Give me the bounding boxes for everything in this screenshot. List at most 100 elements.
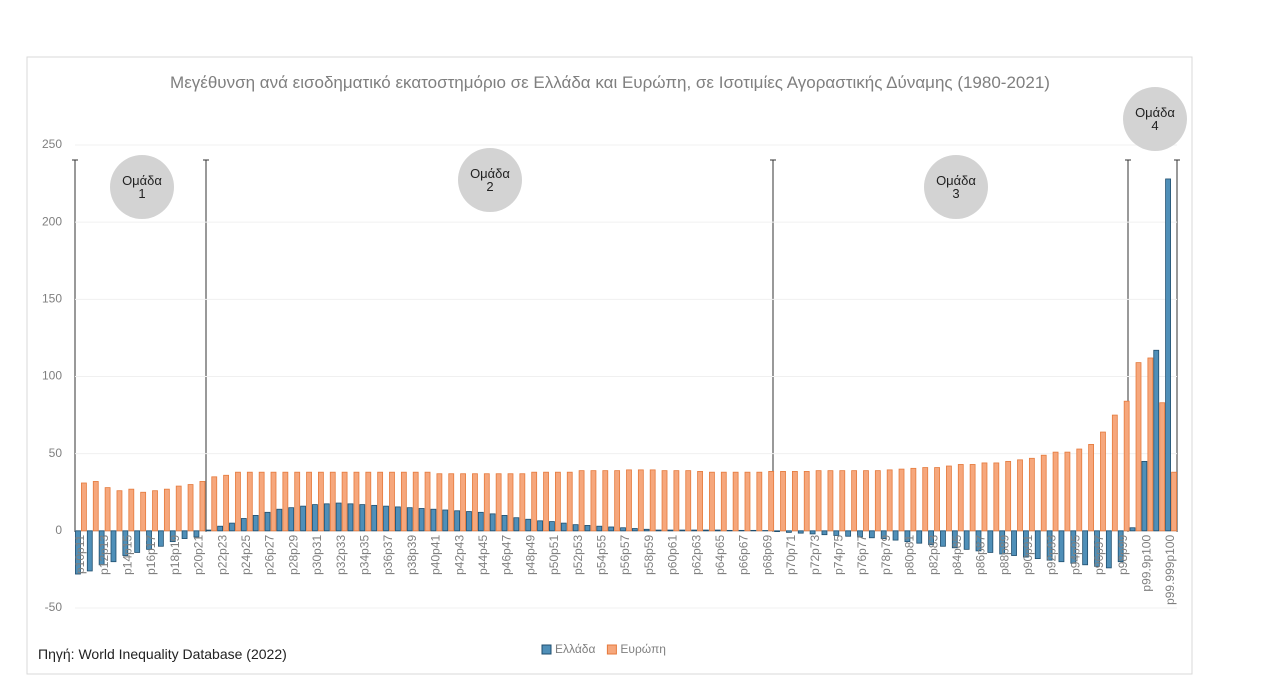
bar	[833, 530, 840, 536]
group-label: Ομάδα 4	[1135, 105, 1175, 133]
x-tick-label: p14p15	[120, 535, 134, 575]
bar	[92, 481, 99, 532]
x-tick-label: p34p35	[357, 535, 371, 575]
bar	[507, 473, 514, 532]
bar	[1135, 362, 1142, 532]
x-tick-label: p38p39	[405, 535, 419, 575]
bar	[655, 529, 662, 532]
x-tick-label: p90p91	[1021, 535, 1035, 575]
bar	[786, 530, 792, 533]
bar	[863, 470, 869, 532]
x-tick-label: p82p83	[926, 535, 940, 575]
legend-swatch	[541, 644, 552, 655]
bar	[791, 471, 798, 532]
bar	[353, 471, 360, 532]
bar	[555, 471, 561, 532]
bar	[756, 471, 763, 532]
x-tick-label: p99.999p100	[1163, 535, 1177, 605]
bar	[424, 471, 431, 532]
bar	[246, 471, 253, 532]
x-tick-label: p56p57	[618, 535, 632, 575]
bar	[1171, 471, 1177, 532]
y-tick-label: 0	[55, 523, 62, 537]
bar	[489, 513, 496, 532]
bar	[963, 530, 970, 550]
x-tick-label: p10p11	[73, 535, 87, 574]
group-label: Ομάδα 3	[936, 173, 976, 201]
x-tick-label: p58p59	[642, 535, 656, 575]
bar	[400, 471, 407, 532]
bar	[898, 468, 905, 532]
bar	[460, 473, 466, 532]
x-tick-label: p96p97	[1092, 535, 1106, 575]
bar	[122, 530, 129, 556]
bar	[987, 530, 994, 553]
bar	[827, 470, 834, 532]
bar	[205, 529, 212, 532]
bar	[1094, 530, 1100, 567]
bar	[389, 471, 395, 532]
bar	[1117, 530, 1124, 563]
group-label: Ομάδα 2	[470, 166, 510, 194]
bar	[1100, 431, 1106, 532]
bar	[169, 530, 176, 543]
x-tick-label: p99.9p100	[1140, 535, 1154, 592]
bar	[709, 471, 715, 532]
x-tick-label: p42p43	[452, 535, 466, 575]
bar	[430, 508, 437, 532]
bar	[1153, 349, 1160, 532]
bar	[809, 530, 816, 535]
x-tick-label: p24p25	[239, 535, 253, 575]
x-tick-label: p66p67	[737, 535, 751, 575]
bar	[584, 525, 591, 532]
bar	[187, 484, 194, 532]
bar	[608, 526, 615, 532]
bar	[466, 511, 472, 532]
bar	[513, 517, 520, 532]
bar	[768, 471, 775, 532]
bar	[679, 529, 686, 532]
bar	[957, 464, 964, 532]
bar	[1052, 451, 1059, 532]
bar	[211, 476, 218, 532]
x-tick-label: p68p69	[760, 535, 774, 575]
y-tick-label: -50	[45, 600, 63, 614]
bar	[857, 530, 863, 538]
x-tick-label: p52p53	[571, 535, 585, 575]
bar	[951, 530, 958, 549]
bar	[235, 471, 241, 532]
x-tick-label: p54p55	[594, 535, 608, 575]
bar	[649, 469, 656, 532]
bar	[1076, 448, 1083, 532]
bar	[614, 470, 621, 532]
y-tick-label: 50	[49, 446, 63, 460]
y-tick-label: 250	[42, 137, 62, 151]
legend-label: Ευρώπη	[620, 642, 666, 656]
bar	[631, 528, 638, 532]
y-tick-label: 150	[42, 292, 62, 306]
x-tick-label: p48p49	[523, 535, 537, 575]
bar	[175, 485, 182, 532]
bar	[442, 509, 449, 532]
bar	[1082, 530, 1089, 566]
bar	[531, 471, 538, 532]
x-tick-label: p94p95	[1068, 535, 1082, 575]
x-tick-label: p16p17	[144, 535, 158, 575]
bar	[312, 504, 318, 532]
bar	[1040, 454, 1047, 532]
bar	[1111, 414, 1118, 532]
x-tick-label: p32p33	[334, 535, 348, 575]
bar	[993, 462, 1000, 532]
bar	[922, 467, 929, 532]
x-tick-label: p70p71	[784, 535, 798, 575]
bar	[1105, 530, 1112, 569]
bar	[839, 470, 846, 532]
bar	[323, 503, 330, 532]
bar	[163, 488, 170, 532]
bar	[780, 471, 786, 532]
bar	[637, 469, 644, 532]
bar	[797, 530, 804, 534]
bar	[318, 471, 324, 532]
bar	[365, 471, 372, 532]
